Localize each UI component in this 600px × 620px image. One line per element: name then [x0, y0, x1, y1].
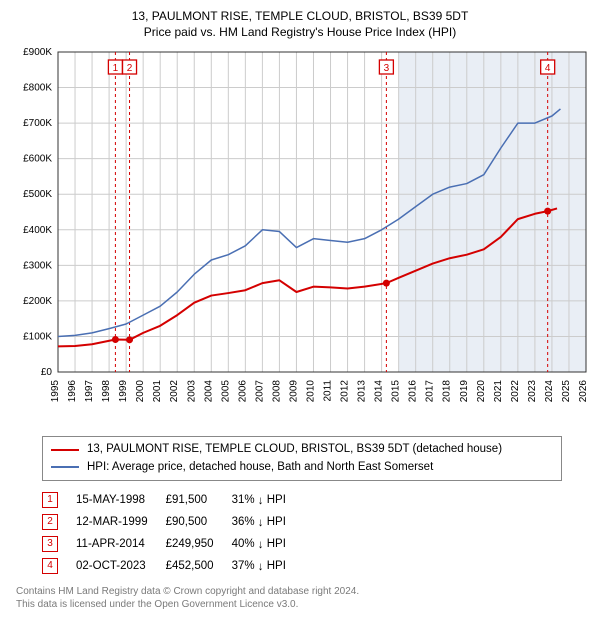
svg-text:3: 3 [384, 63, 390, 74]
svg-text:2021: 2021 [493, 380, 504, 403]
svg-text:2009: 2009 [288, 380, 299, 403]
sale-pct: 37% ↓ HPI [232, 555, 304, 577]
svg-text:2014: 2014 [374, 380, 385, 403]
svg-text:2019: 2019 [459, 380, 470, 403]
marker-box: 4 [42, 558, 58, 574]
chart-area: £0 £100K £200K £300K £400K £500K £600K £700K £80… [8, 46, 592, 426]
footer-line-2: This data is licensed under the Open Gov… [16, 598, 592, 612]
svg-text:1996: 1996 [67, 380, 78, 403]
svg-text:1995: 1995 [50, 380, 61, 403]
sale-pct: 36% ↓ HPI [232, 511, 304, 533]
svg-text:2023: 2023 [527, 380, 538, 403]
svg-text:2010: 2010 [305, 380, 316, 403]
svg-text:1999: 1999 [118, 380, 129, 403]
chart-title-block: 13, PAULMONT RISE, TEMPLE CLOUD, BRISTOL… [8, 8, 592, 40]
svg-text:2: 2 [127, 63, 133, 74]
price-chart-svg: £0 £100K £200K £300K £400K £500K £600K £700K £80… [8, 46, 592, 426]
svg-text:2022: 2022 [510, 380, 521, 403]
svg-text:2002: 2002 [169, 380, 180, 403]
svg-text:2013: 2013 [357, 380, 368, 403]
legend-label: 13, PAULMONT RISE, TEMPLE CLOUD, BRISTOL… [87, 441, 502, 458]
sale-price: £90,500 [166, 511, 232, 533]
svg-text:£800K: £800K [23, 83, 52, 94]
legend-label: HPI: Average price, detached house, Bath… [87, 459, 433, 476]
svg-text:2004: 2004 [203, 380, 214, 403]
svg-text:1998: 1998 [101, 380, 112, 403]
svg-text:£300K: £300K [23, 261, 52, 272]
title-line-2: Price paid vs. HM Land Registry's House … [8, 24, 592, 40]
svg-text:2006: 2006 [237, 380, 248, 403]
svg-text:£0: £0 [41, 367, 53, 378]
sales-table: 1 15-MAY-1998£91,50031% ↓ HPI 2 12-MAR-1999… [42, 489, 304, 577]
legend-swatch [51, 449, 79, 451]
sales-row: 4 02-OCT-2023£452,50037% ↓ HPI [42, 555, 304, 577]
svg-text:£700K: £700K [23, 118, 52, 129]
svg-text:2003: 2003 [186, 380, 197, 403]
svg-text:2007: 2007 [254, 380, 265, 403]
svg-text:2016: 2016 [408, 380, 419, 403]
sale-date: 15-MAY-1998 [76, 489, 166, 511]
svg-text:1: 1 [113, 63, 119, 74]
svg-text:2008: 2008 [271, 380, 282, 403]
footer-line-1: Contains HM Land Registry data © Crown c… [16, 585, 592, 599]
marker-box: 3 [42, 536, 58, 552]
svg-text:£100K: £100K [23, 332, 52, 343]
sales-row: 3 11-APR-2014£249,95040% ↓ HPI [42, 533, 304, 555]
svg-text:2018: 2018 [442, 380, 453, 403]
marker-box: 2 [42, 514, 58, 530]
sale-date: 11-APR-2014 [76, 533, 166, 555]
sale-price: £249,950 [166, 533, 232, 555]
svg-text:1997: 1997 [84, 380, 95, 403]
svg-text:2000: 2000 [135, 380, 146, 403]
svg-text:£600K: £600K [23, 154, 52, 165]
svg-text:£500K: £500K [23, 190, 52, 201]
sale-date: 02-OCT-2023 [76, 555, 166, 577]
footer-note: Contains HM Land Registry data © Crown c… [16, 585, 592, 612]
sales-row: 2 12-MAR-1999£90,50036% ↓ HPI [42, 511, 304, 533]
svg-text:2024: 2024 [544, 380, 555, 403]
sale-pct: 40% ↓ HPI [232, 533, 304, 555]
title-line-1: 13, PAULMONT RISE, TEMPLE CLOUD, BRISTOL… [8, 8, 592, 24]
svg-text:2015: 2015 [391, 380, 402, 403]
sale-price: £91,500 [166, 489, 232, 511]
svg-text:£200K: £200K [23, 296, 52, 307]
sale-price: £452,500 [166, 555, 232, 577]
sale-pct: 31% ↓ HPI [232, 489, 304, 511]
legend-item-hpi: HPI: Average price, detached house, Bath… [51, 459, 553, 476]
legend-swatch [51, 466, 79, 468]
legend-box: 13, PAULMONT RISE, TEMPLE CLOUD, BRISTOL… [42, 436, 562, 481]
svg-text:2025: 2025 [561, 380, 572, 403]
sales-row: 1 15-MAY-1998£91,50031% ↓ HPI [42, 489, 304, 511]
svg-text:2005: 2005 [220, 380, 231, 403]
svg-text:£400K: £400K [23, 225, 52, 236]
svg-text:4: 4 [545, 63, 551, 74]
marker-box: 1 [42, 492, 58, 508]
svg-text:2017: 2017 [425, 380, 436, 403]
legend-item-price-paid: 13, PAULMONT RISE, TEMPLE CLOUD, BRISTOL… [51, 441, 553, 458]
svg-text:2001: 2001 [152, 380, 163, 403]
sale-date: 12-MAR-1999 [76, 511, 166, 533]
svg-text:2026: 2026 [578, 380, 589, 403]
svg-text:2012: 2012 [340, 380, 351, 403]
svg-text:2011: 2011 [323, 380, 334, 402]
svg-text:£900K: £900K [23, 47, 52, 58]
svg-text:2020: 2020 [476, 380, 487, 403]
